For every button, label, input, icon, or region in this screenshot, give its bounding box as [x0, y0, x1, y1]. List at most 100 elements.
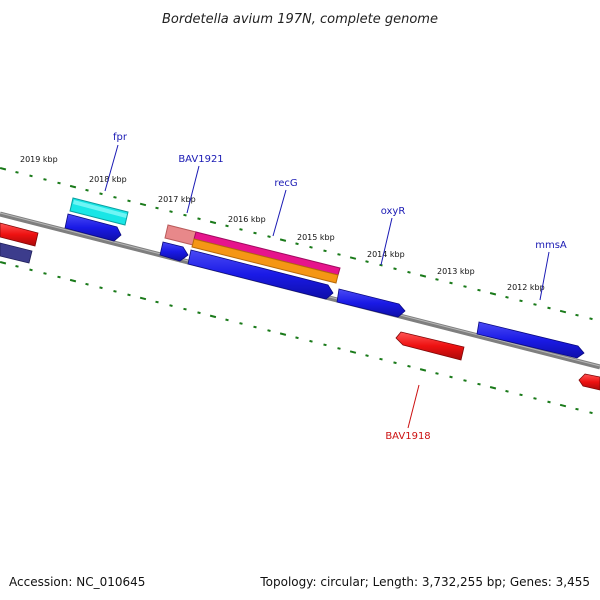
- forward-genes: [64, 213, 585, 359]
- track-tick: [29, 268, 33, 272]
- track-tick: [365, 260, 369, 263]
- track-tick: [279, 332, 287, 336]
- track-tick: [309, 339, 313, 343]
- track-tick: [57, 181, 61, 185]
- track-tick: [225, 224, 229, 228]
- track-tick: [169, 304, 173, 307]
- kbp-label: 2017 kbp: [158, 195, 196, 204]
- track-tick: [169, 210, 173, 213]
- track-tick: [127, 199, 131, 203]
- track-tick: [239, 228, 243, 231]
- gene-oxyr[interactable]: [336, 288, 406, 318]
- track-tick: [239, 322, 243, 325]
- track-tick: [253, 231, 257, 235]
- track-tick: [489, 386, 497, 390]
- track-tick: [349, 350, 357, 354]
- track-tick: [575, 407, 579, 411]
- track-tick: [323, 249, 327, 253]
- track-tick: [393, 361, 397, 365]
- track-tick: [533, 397, 537, 400]
- gene-labels: fpr BAV1921 recG oxyR mmsA BAV1918: [113, 132, 567, 442]
- track-tick: [449, 281, 453, 285]
- kbp-label: 2012 kbp: [507, 283, 545, 292]
- track-tick: [589, 411, 593, 415]
- track-tick: [559, 309, 567, 314]
- track-tick: [43, 178, 47, 181]
- track-tick: [337, 347, 341, 350]
- kbp-label: 2019 kbp: [20, 155, 58, 164]
- track-tick: [463, 379, 467, 382]
- gene-label-recg[interactable]: recG: [274, 178, 297, 189]
- gene-label-bav1918[interactable]: BAV1918: [385, 431, 430, 442]
- kbp-label: 2015 kbp: [297, 233, 335, 242]
- track-tick: [0, 167, 7, 171]
- track-tick: [393, 267, 397, 271]
- track-tick: [57, 275, 61, 279]
- cds-fpr-shine: [73, 200, 127, 218]
- kbp-label: 2013 kbp: [437, 267, 475, 276]
- track-tick: [533, 303, 537, 306]
- track-tick: [85, 188, 89, 192]
- track-tick: [155, 300, 159, 304]
- gene-label-bav1921[interactable]: BAV1921: [178, 154, 223, 165]
- track-tick: [575, 313, 579, 317]
- track-tick: [349, 256, 357, 260]
- track-tick: [365, 354, 369, 357]
- track-tick: [505, 389, 509, 393]
- track-tick: [449, 375, 453, 379]
- kbp-label: 2014 kbp: [367, 250, 405, 259]
- genome-title: Bordetella avium 197N, complete genome: [162, 12, 438, 27]
- gene-mmsa[interactable]: [476, 321, 585, 359]
- track-tick: [267, 235, 271, 238]
- gene-left-dark[interactable]: [0, 242, 33, 264]
- track-tick: [113, 290, 117, 293]
- track-tick: [127, 293, 131, 297]
- track-tick: [15, 171, 19, 174]
- track-tick: [547, 306, 551, 310]
- leader-fpr: [104, 144, 119, 192]
- gene-label-oxyr[interactable]: oxyR: [381, 206, 406, 217]
- track-tick: [29, 174, 33, 178]
- kbp-label: 2016 kbp: [228, 215, 266, 224]
- leader-recg: [272, 189, 287, 237]
- track-tick: [279, 238, 287, 242]
- track-tick: [69, 184, 77, 189]
- inner-tick-track: [0, 261, 593, 415]
- leader-oxyr: [380, 217, 393, 266]
- track-tick: [407, 270, 411, 274]
- track-tick: [0, 261, 7, 265]
- track-tick: [323, 343, 327, 347]
- gene-label-mmsa[interactable]: mmsA: [535, 240, 567, 251]
- track-tick: [155, 206, 159, 210]
- track-tick: [69, 278, 77, 283]
- cds-recg-lower[interactable]: [191, 238, 339, 284]
- track-tick: [489, 292, 497, 296]
- gene-bav1921[interactable]: [159, 241, 189, 262]
- track-tick: [295, 242, 299, 246]
- track-tick: [435, 372, 439, 375]
- reverse-genes: [0, 222, 600, 391]
- track-tick: [505, 295, 509, 299]
- track-tick: [225, 318, 229, 322]
- track-tick: [295, 336, 299, 340]
- track-tick: [253, 325, 257, 329]
- leader-bav1921: [186, 165, 200, 214]
- gene-bav1918[interactable]: [395, 331, 465, 361]
- gene-right-red[interactable]: [578, 373, 600, 391]
- track-tick: [309, 245, 313, 249]
- gene-fpr[interactable]: [64, 213, 122, 242]
- track-tick: [139, 202, 147, 207]
- gene-left-red[interactable]: [0, 222, 39, 247]
- track-tick: [267, 329, 271, 332]
- track-tick: [419, 274, 427, 278]
- track-tick: [209, 314, 217, 319]
- track-tick: [337, 253, 341, 256]
- gene-recg[interactable]: [187, 249, 334, 300]
- track-tick: [15, 265, 19, 268]
- leader-mmsa: [539, 251, 550, 301]
- track-tick: [113, 196, 117, 199]
- cds-bav1921[interactable]: [164, 224, 197, 246]
- gene-label-fpr[interactable]: fpr: [113, 132, 128, 143]
- genome-summary-text: Topology: circular; Length: 3,732,255 bp…: [259, 575, 590, 589]
